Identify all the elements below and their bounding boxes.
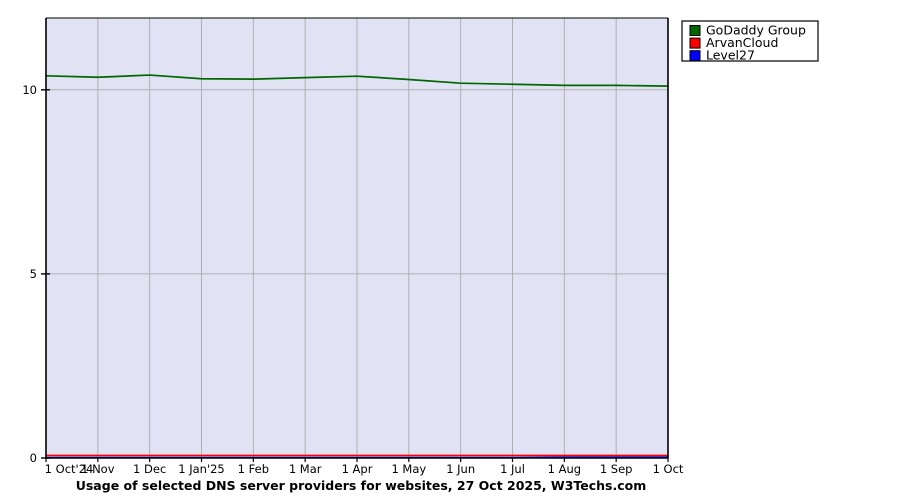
legend-box — [681, 20, 819, 62]
y-tick-label: 0 — [30, 451, 37, 465]
legend-swatch — [689, 37, 701, 49]
chart-caption: Usage of selected DNS server providers f… — [76, 478, 647, 493]
x-tick-label: 1 Jul — [500, 462, 525, 476]
x-tick-label: 1 May — [391, 462, 426, 476]
x-tick-label: 1 Jun — [446, 462, 475, 476]
legend-swatch — [689, 25, 701, 36]
x-tick-label: 1 Sep — [600, 462, 633, 476]
x-tick-label: 1 Apr — [342, 462, 373, 476]
y-tick-label: 10 — [22, 83, 37, 97]
x-tick-label: 1 Dec — [133, 462, 166, 476]
x-tick-label: 1 Oct — [653, 462, 684, 476]
x-tick-label: 1 Feb — [238, 462, 269, 476]
x-tick-label: 1 Oct'24 — [45, 462, 94, 476]
x-tick-label: 1 Nov — [81, 462, 115, 476]
horizontal-gridlines — [46, 89, 668, 275]
x-tick-label: 1 Aug — [548, 462, 581, 476]
x-axis-ticks: 1 Oct'241 Nov 1 Dec 1 Jan'25 1 Feb 1 Mar 1 Ap… — [45, 458, 684, 476]
x-tick-label: 1 Jan'25 — [178, 462, 225, 476]
legend-label: ArvanCloud — [706, 35, 778, 50]
legend-label: Level27 — [706, 48, 755, 63]
y-tick-label: 5 — [30, 267, 37, 281]
legend-swatch — [689, 50, 701, 62]
y-axis-ticks: 0 5 10 — [22, 83, 50, 465]
x-tick-label: 1 Mar — [289, 462, 322, 476]
series-line-godaddy-group — [45, 74, 669, 87]
legend-label: GoDaddy Group — [706, 23, 806, 38]
